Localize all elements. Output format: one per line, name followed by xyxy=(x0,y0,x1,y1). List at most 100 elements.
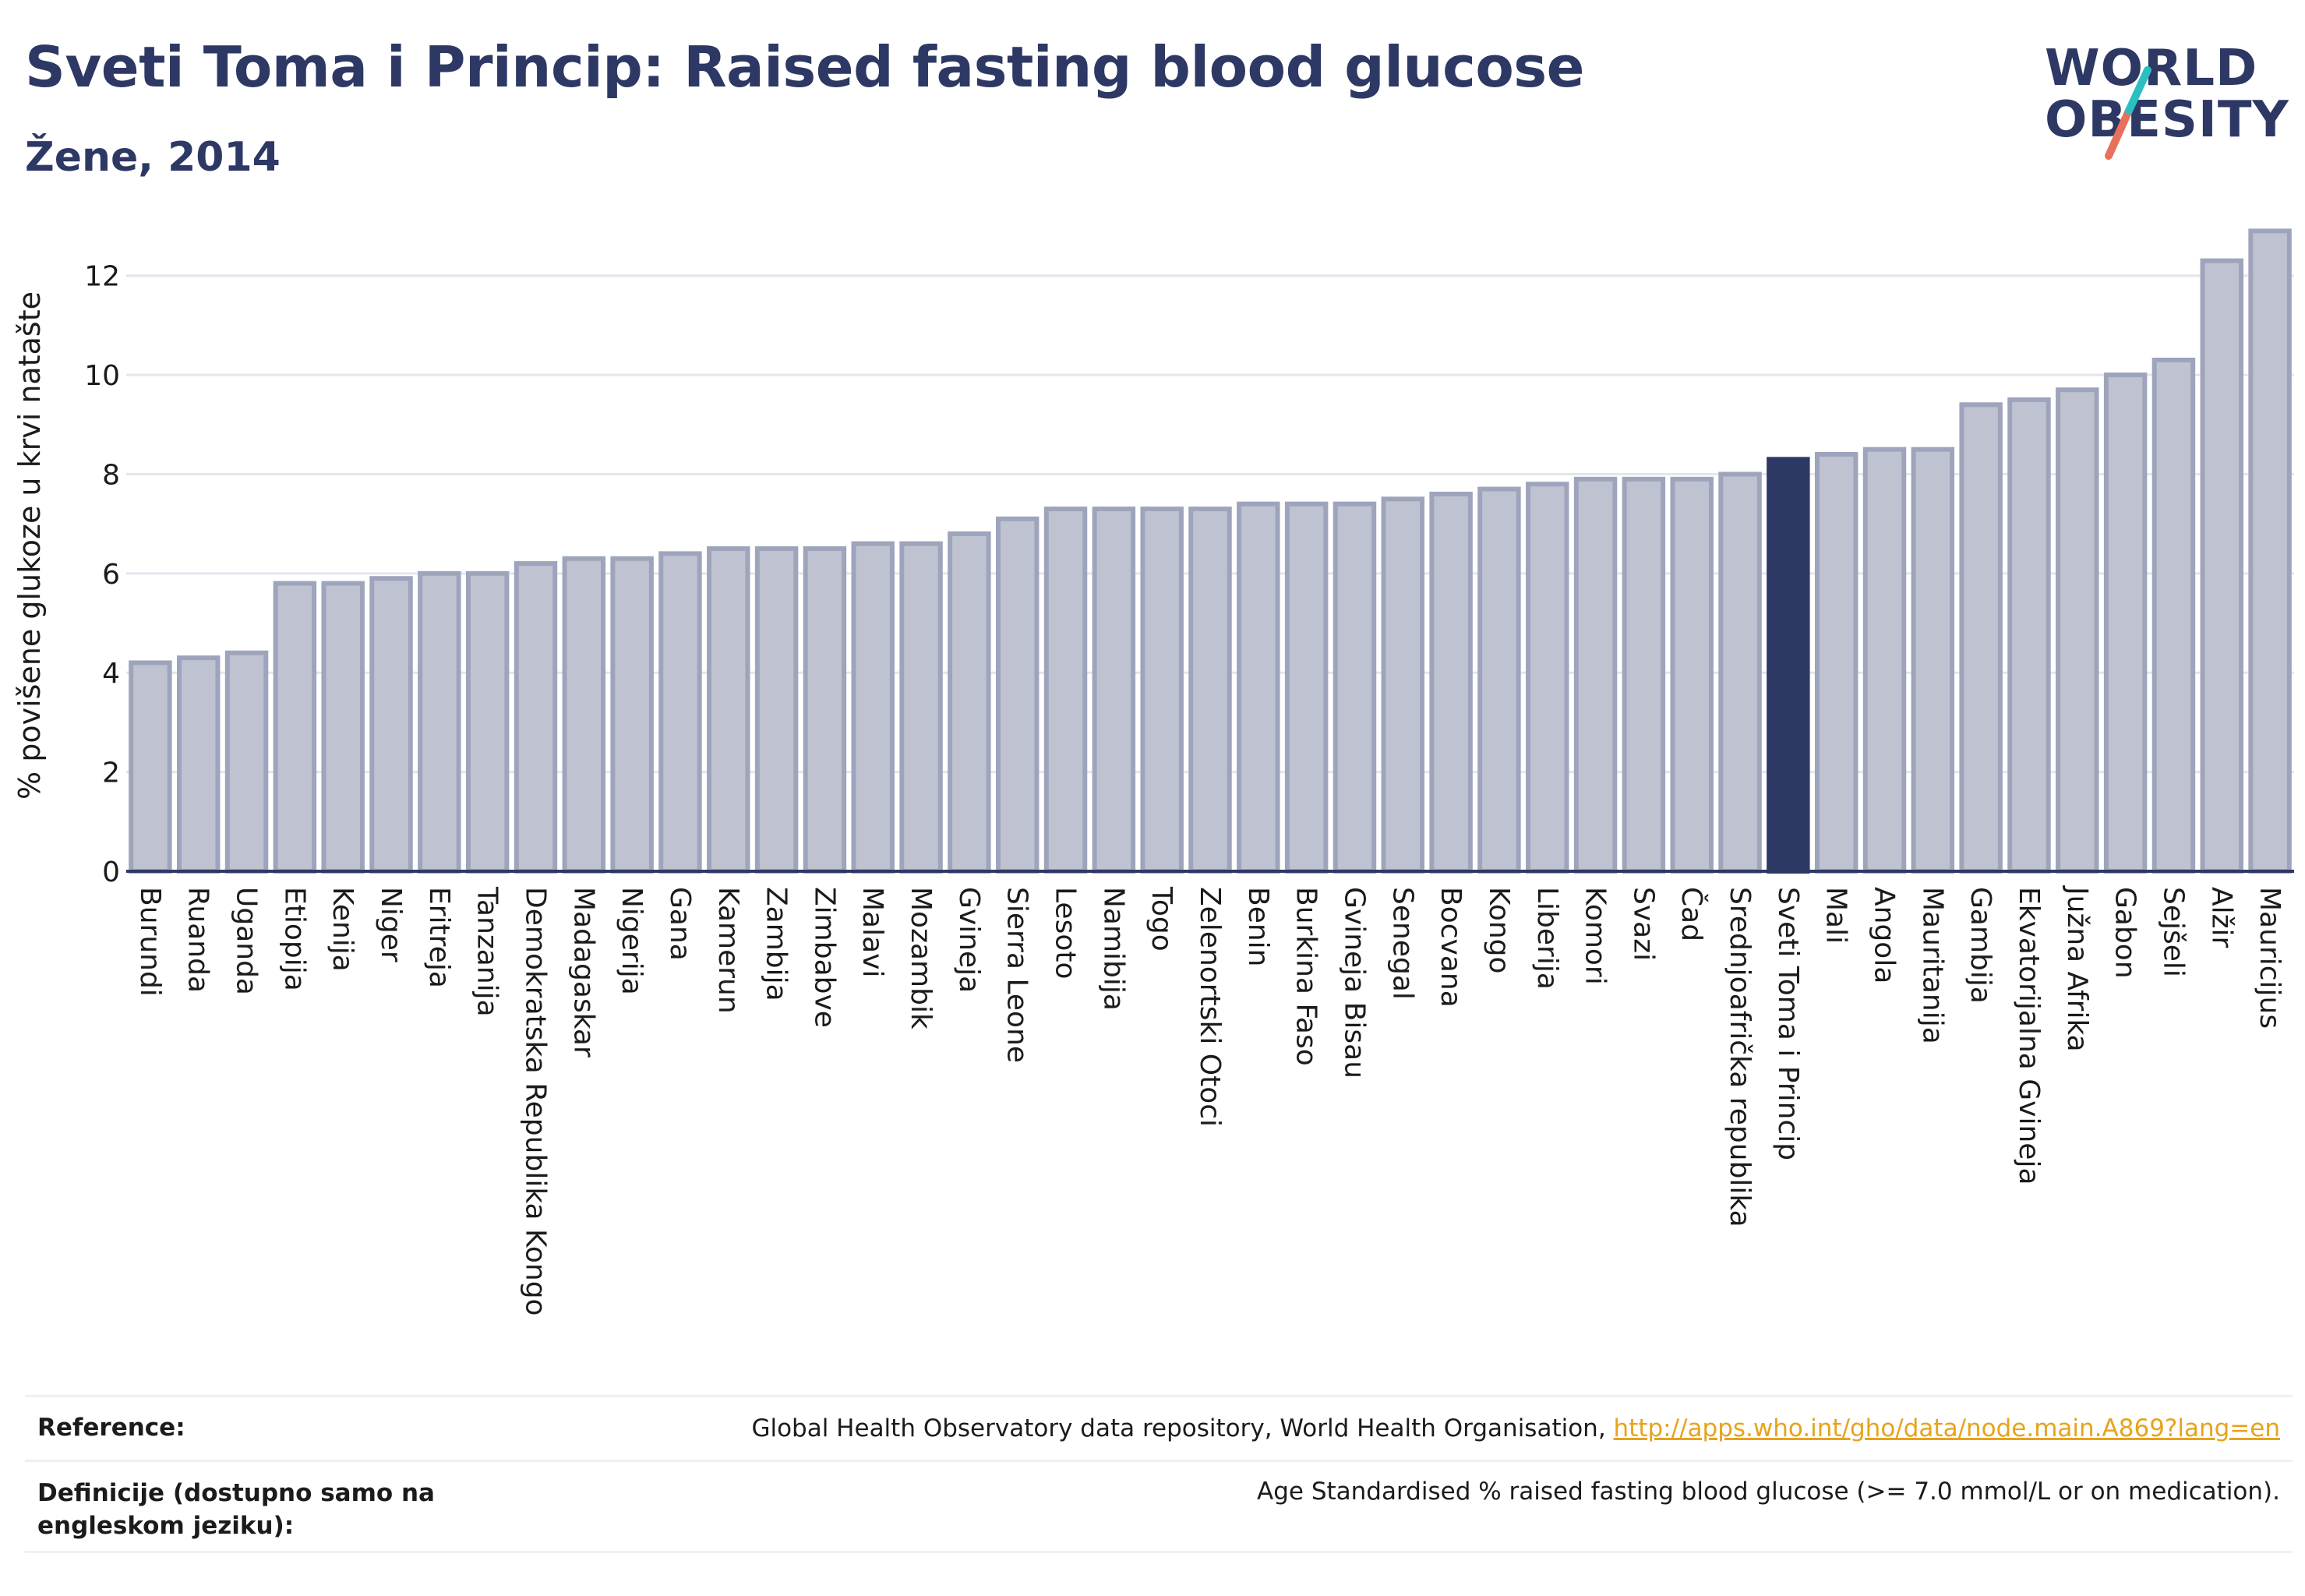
footer-table: Reference: Global Health Observatory dat… xyxy=(25,1395,2293,1553)
bar[interactable] xyxy=(2007,397,2051,874)
reference-link[interactable]: http://apps.who.int/gho/data/node.main.A… xyxy=(1613,1414,2280,1442)
bar[interactable] xyxy=(2103,373,2148,874)
bar[interactable] xyxy=(465,570,510,874)
y-tick-label: 0 xyxy=(102,856,120,888)
bar[interactable] xyxy=(514,561,558,874)
x-tick-label: Gana xyxy=(664,887,696,961)
x-tick-label: Senegal xyxy=(1386,887,1418,1000)
bar[interactable] xyxy=(2200,258,2243,874)
x-tick-label: Zimbabve xyxy=(808,887,840,1028)
x-tick-label: Lesoto xyxy=(1050,887,1082,980)
bar[interactable] xyxy=(2056,387,2099,874)
x-tick-label: Benin xyxy=(1242,887,1274,966)
reference-value: Global Health Observatory data repositor… xyxy=(751,1414,2280,1442)
definition-label: Definicije (dostupno samo na engleskom j… xyxy=(37,1479,435,1540)
x-tick-label: Mali xyxy=(1820,887,1852,944)
x-tick-label: Uganda xyxy=(231,887,263,995)
bar[interactable] xyxy=(1959,402,2003,874)
logo-word-obesity: OBESITY xyxy=(2045,91,2289,149)
bar-chart: 0 2 4 6 8 10 12 Burundi Ruanda Uganda Etiopija Ken… xyxy=(84,228,2294,1316)
bar[interactable] xyxy=(1862,447,1907,874)
bar[interactable] xyxy=(1526,482,1569,874)
x-tick-label: Gambija xyxy=(1964,887,1996,1004)
bar[interactable] xyxy=(851,541,895,874)
bar-highlighted[interactable] xyxy=(1767,457,1810,874)
bar[interactable] xyxy=(1429,491,1473,874)
x-tick-label: Sveti Toma i Princip xyxy=(1772,887,1804,1160)
bar[interactable] xyxy=(707,546,750,874)
x-tick-label: Gabon xyxy=(2109,887,2141,979)
bar[interactable] xyxy=(1814,451,1858,874)
x-tick-label: Eritreja xyxy=(423,887,455,988)
definition-value: Age Standardised % raised fasting blood … xyxy=(1257,1478,2280,1506)
bar[interactable] xyxy=(177,655,221,874)
world-obesity-logo[interactable]: WORLD OBESITY xyxy=(2034,23,2299,164)
bar[interactable] xyxy=(658,551,702,874)
bar[interactable] xyxy=(1140,507,1184,874)
x-tick-label: Južna Afrika xyxy=(2061,885,2093,1052)
x-tick-label: Zelenortski Otoci xyxy=(1194,887,1226,1127)
bar[interactable] xyxy=(1381,496,1425,874)
x-tick-label: Niger xyxy=(375,887,407,962)
bar[interactable] xyxy=(1573,476,1618,874)
x-tick-label: Gvineja xyxy=(953,887,985,993)
x-tick-label: Svazi xyxy=(1627,887,1659,961)
x-tick-label: Alžir xyxy=(2205,887,2237,948)
bar[interactable] xyxy=(899,541,943,874)
x-tick-label: Bocvana xyxy=(1435,887,1467,1008)
x-tick-label: Ekvatorijalna Gvineja xyxy=(2013,887,2045,1185)
bar[interactable] xyxy=(1477,486,1521,874)
x-tick-label: Nigerija xyxy=(616,887,648,995)
x-tick-label: Sierra Leone xyxy=(1001,887,1033,1063)
x-tick-label: Etiopija xyxy=(278,887,310,991)
x-tick-label: Togo xyxy=(1145,886,1177,952)
x-tick-label: Kongo xyxy=(1483,887,1515,974)
x-tick-label: Sejšeli xyxy=(2157,887,2189,977)
bar[interactable] xyxy=(418,570,461,874)
bar[interactable] xyxy=(562,556,606,874)
x-tick-label: Burkina Faso xyxy=(1290,887,1322,1066)
chart-subtitle: Žene, 2014 xyxy=(25,134,281,181)
reference-text: Global Health Observatory data repositor… xyxy=(751,1414,1606,1442)
bar[interactable] xyxy=(129,660,172,874)
x-tick-label: Kenija xyxy=(327,887,358,972)
bar[interactable] xyxy=(369,576,413,874)
logo-slash-icon xyxy=(2105,66,2151,160)
bar[interactable] xyxy=(2151,357,2196,874)
x-tick-label: Mauritanija xyxy=(1916,887,1948,1044)
bar[interactable] xyxy=(2248,228,2292,874)
bar[interactable] xyxy=(224,650,269,874)
x-tick-label: Komori xyxy=(1580,887,1611,985)
bar[interactable] xyxy=(610,556,654,874)
bar[interactable] xyxy=(1333,501,1377,874)
x-tick-label: Gvineja Bisau xyxy=(1338,887,1370,1079)
x-tick-label: Tanzanija xyxy=(471,886,503,1017)
bar[interactable] xyxy=(1670,476,1714,874)
x-tick-label: Ruanda xyxy=(182,887,214,993)
bar[interactable] xyxy=(1622,476,1666,874)
x-tick-label: Srednjoafrička republika xyxy=(1724,887,1756,1227)
bar[interactable] xyxy=(754,546,799,874)
x-tick-label: Demokratska Republika Kongo xyxy=(519,887,551,1316)
bar[interactable] xyxy=(273,581,317,874)
bar[interactable] xyxy=(1188,507,1232,874)
definition-row: Definicije (dostupno samo na engleskom j… xyxy=(25,1460,2293,1553)
x-tick-label: Namibija xyxy=(1097,887,1129,1011)
y-tick-label: 10 xyxy=(84,360,120,392)
bar[interactable] xyxy=(995,516,1040,874)
y-tick-label: 4 xyxy=(102,658,120,690)
x-tick-label: Angola xyxy=(1869,887,1901,983)
bar[interactable] xyxy=(948,531,991,874)
bar[interactable] xyxy=(1911,447,1955,874)
bar[interactable] xyxy=(803,546,847,874)
bar[interactable] xyxy=(1043,507,1088,874)
bar[interactable] xyxy=(1718,471,1762,874)
y-tick-label: 6 xyxy=(102,559,120,591)
y-tick-label: 12 xyxy=(84,261,120,293)
bar[interactable] xyxy=(1284,501,1329,874)
bar[interactable] xyxy=(321,581,365,874)
y-tick-label: 8 xyxy=(102,459,120,491)
x-tick-label: Malavi xyxy=(856,887,888,978)
bar[interactable] xyxy=(1092,507,1136,874)
bar[interactable] xyxy=(1237,501,1280,874)
